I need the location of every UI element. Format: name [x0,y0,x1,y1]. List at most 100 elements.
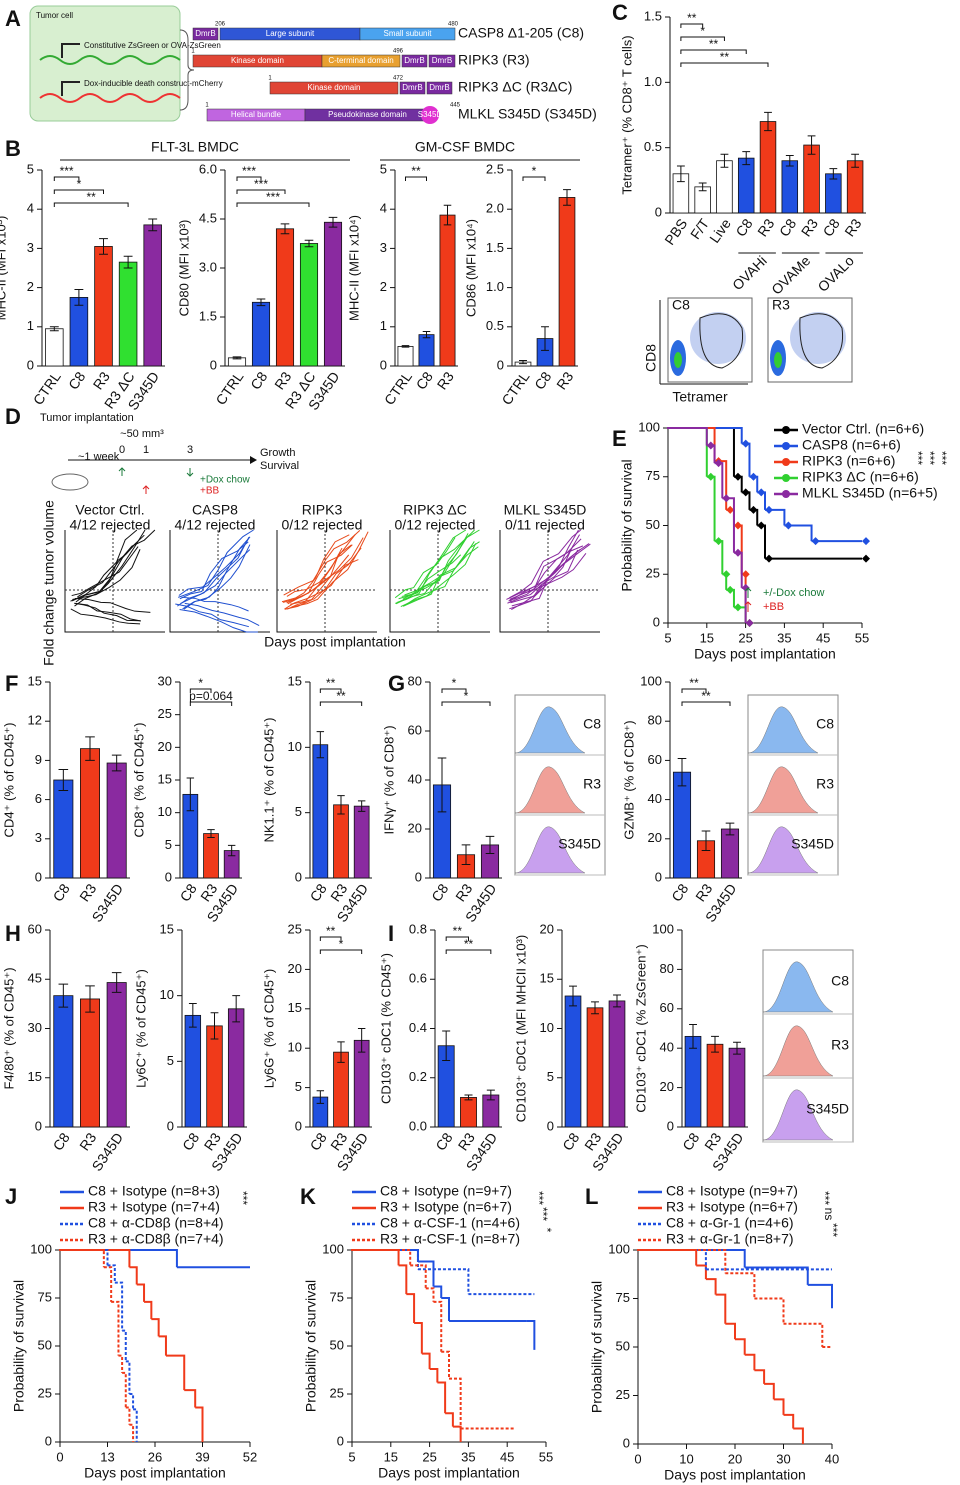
legend-label: C8 + α-Gr-1 (n=4+6) [666,1215,794,1231]
x-tick-label: 45 [816,630,830,645]
bar [558,197,576,367]
hist-curve [762,1025,834,1077]
segment [421,106,439,124]
x-tick-label: R3 [76,1130,99,1154]
error-bar [401,345,410,348]
error-bar [851,153,860,168]
bracket [53,202,129,207]
bar [397,345,414,367]
y-tick-label: 1.0 [644,74,662,89]
trace [511,534,581,607]
y-tick-label: 75 [330,1289,344,1304]
d-ylabel: Fold change tumor volume [41,500,57,666]
legend-label: R3 + α-CD8β (n=7+4) [88,1231,224,1247]
x-tick-label: R3 [798,216,821,240]
error-bar [764,111,772,132]
survival-step [129,1393,135,1410]
segment-label: DmrB [195,29,215,38]
segment-label: Pseudokinase domain [328,110,407,119]
cell-label: Tumor cell [36,11,73,20]
x-tick-label: C8 [531,369,554,393]
survival-step [410,1264,427,1289]
bar [203,833,219,879]
trace [74,602,142,622]
error-bar [232,995,241,1023]
panel-label: G [388,671,405,696]
position-label: 445 [450,103,461,109]
bracket [236,176,262,181]
y-tick-label: 5 [165,837,172,852]
survival-step [715,1293,727,1324]
x-tick-label: 13 [100,1449,114,1464]
brace [179,29,195,111]
survival-step [749,508,759,526]
significance: *** [266,190,280,204]
error-bar [188,1003,197,1028]
bar [720,828,740,879]
y-tick-label: 20 [660,1079,674,1094]
hist-label: C8 [583,716,601,732]
survival-step [136,1283,146,1302]
survival-step [668,427,735,477]
y-tick-label: 0 [295,869,302,884]
bracket [680,62,769,67]
position-label: 1 [268,76,272,82]
survival-step [114,1281,124,1331]
y-tick-label: 60 [28,921,42,936]
bar [184,1014,202,1128]
y-tick-label: 2 [380,279,387,294]
y-tick-label: 1 [380,318,387,333]
survival-step [151,1318,160,1337]
flow-cloud [690,312,746,364]
bar [353,1039,370,1128]
significance: *** [536,1207,550,1221]
significance: *** [911,451,925,465]
error-bar [437,757,447,813]
hist-label: C8 [831,973,849,989]
timeline-text: +Dox chow [200,475,251,486]
error-bar [613,994,621,1008]
hist-curve [747,826,819,874]
error-bar [442,1030,451,1062]
y-tick-label: 15 [540,971,554,986]
error-bar [337,1041,345,1063]
legend-marker [782,458,790,466]
bracket [441,701,491,706]
survival-step [352,1249,419,1270]
significance: ** [687,11,697,25]
significance: *** [923,451,937,465]
x-tick-label: 52 [243,1449,257,1464]
y-tick-label: 0 [380,357,387,372]
survival-step [60,1249,109,1266]
segment [401,54,428,68]
y-tick-label: 80 [660,961,674,976]
hist-label: S345D [806,1101,849,1117]
y-axis-label: Ly6G⁺ (% of CD45⁺) [261,969,276,1088]
y-axis-label: CD4⁺ (% of CD45⁺) [1,723,16,838]
trace [177,549,251,607]
bar [353,805,370,879]
y-tick-label: 75 [646,468,660,483]
segment-label: DmrB [402,83,422,92]
survival-step [668,427,743,444]
x-tick-label: 20 [728,1451,742,1466]
hist-label: S345D [558,836,601,852]
legend-label: R3 + α-Gr-1 (n=8+7) [666,1231,794,1247]
promoter-arrow [61,81,80,96]
error-bar [232,356,242,360]
bar [299,243,319,367]
survival-step [735,1338,746,1355]
flow-core [674,352,682,368]
error-bar [829,168,838,180]
legend-label: Vector Ctrl. (n=6+6) [802,421,924,437]
legend-label: C8 + α-CD8β (n=8+4) [88,1215,224,1231]
error-bar [85,736,95,761]
x-tick-label: 30 [776,1451,790,1466]
survival-step [784,524,813,542]
trace [286,533,356,597]
panel-label: F [5,671,18,696]
survival-step [696,1264,707,1280]
y-tick-label: 15 [158,771,172,786]
x-tick-label: 35 [461,1449,475,1464]
